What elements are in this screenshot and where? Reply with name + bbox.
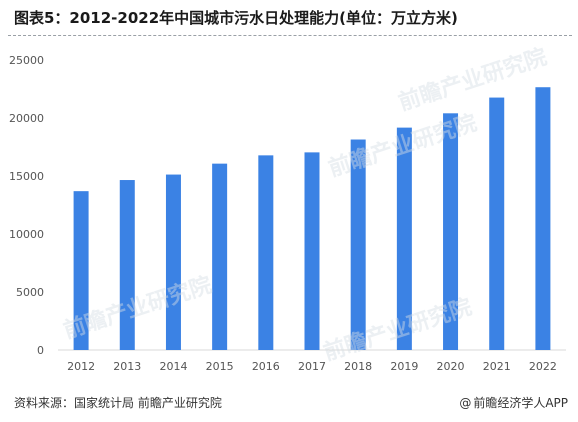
x-tick-label: 2013	[113, 360, 141, 373]
bar-2015	[212, 163, 228, 350]
bar-2014	[165, 174, 181, 350]
bar-2012	[73, 191, 89, 350]
bar-2021	[489, 97, 505, 350]
x-tick-label: 2014	[159, 360, 187, 373]
x-tick-label: 2017	[298, 360, 326, 373]
x-tick-label: 2012	[67, 360, 95, 373]
x-tick-label: 2022	[529, 360, 557, 373]
bar-2017	[304, 152, 320, 350]
bar-2016	[258, 155, 274, 350]
x-tick-label: 2018	[344, 360, 372, 373]
y-tick-label: 20000	[9, 112, 44, 125]
source-note: 资料来源：国家统计局 前瞻产业研究院	[14, 396, 222, 410]
bar-2013	[119, 180, 135, 350]
x-tick-label: 2015	[206, 360, 234, 373]
chart-title: 图表5：2012-2022年中国城市污水日处理能力(单位：万立方米)	[14, 9, 458, 27]
bar-2020	[443, 113, 459, 350]
y-tick-label: 0	[37, 344, 44, 357]
x-tick-label: 2020	[437, 360, 465, 373]
brand-label: 前瞻经济学人APP	[473, 396, 568, 410]
y-tick-label: 25000	[9, 54, 44, 67]
brand-credit: @ 前瞻经济学人APP	[459, 394, 568, 411]
x-tick-label: 2019	[390, 360, 418, 373]
bar-2022	[535, 87, 551, 351]
bar-2019	[396, 127, 412, 351]
y-tick-label: 10000	[9, 228, 44, 241]
title-divider	[8, 35, 572, 36]
x-tick-label: 2021	[483, 360, 511, 373]
bar-2018	[350, 139, 366, 350]
x-tick-label: 2016	[252, 360, 280, 373]
at-icon: @	[459, 395, 472, 410]
y-tick-label: 15000	[9, 170, 44, 183]
y-tick-label: 5000	[16, 286, 44, 299]
